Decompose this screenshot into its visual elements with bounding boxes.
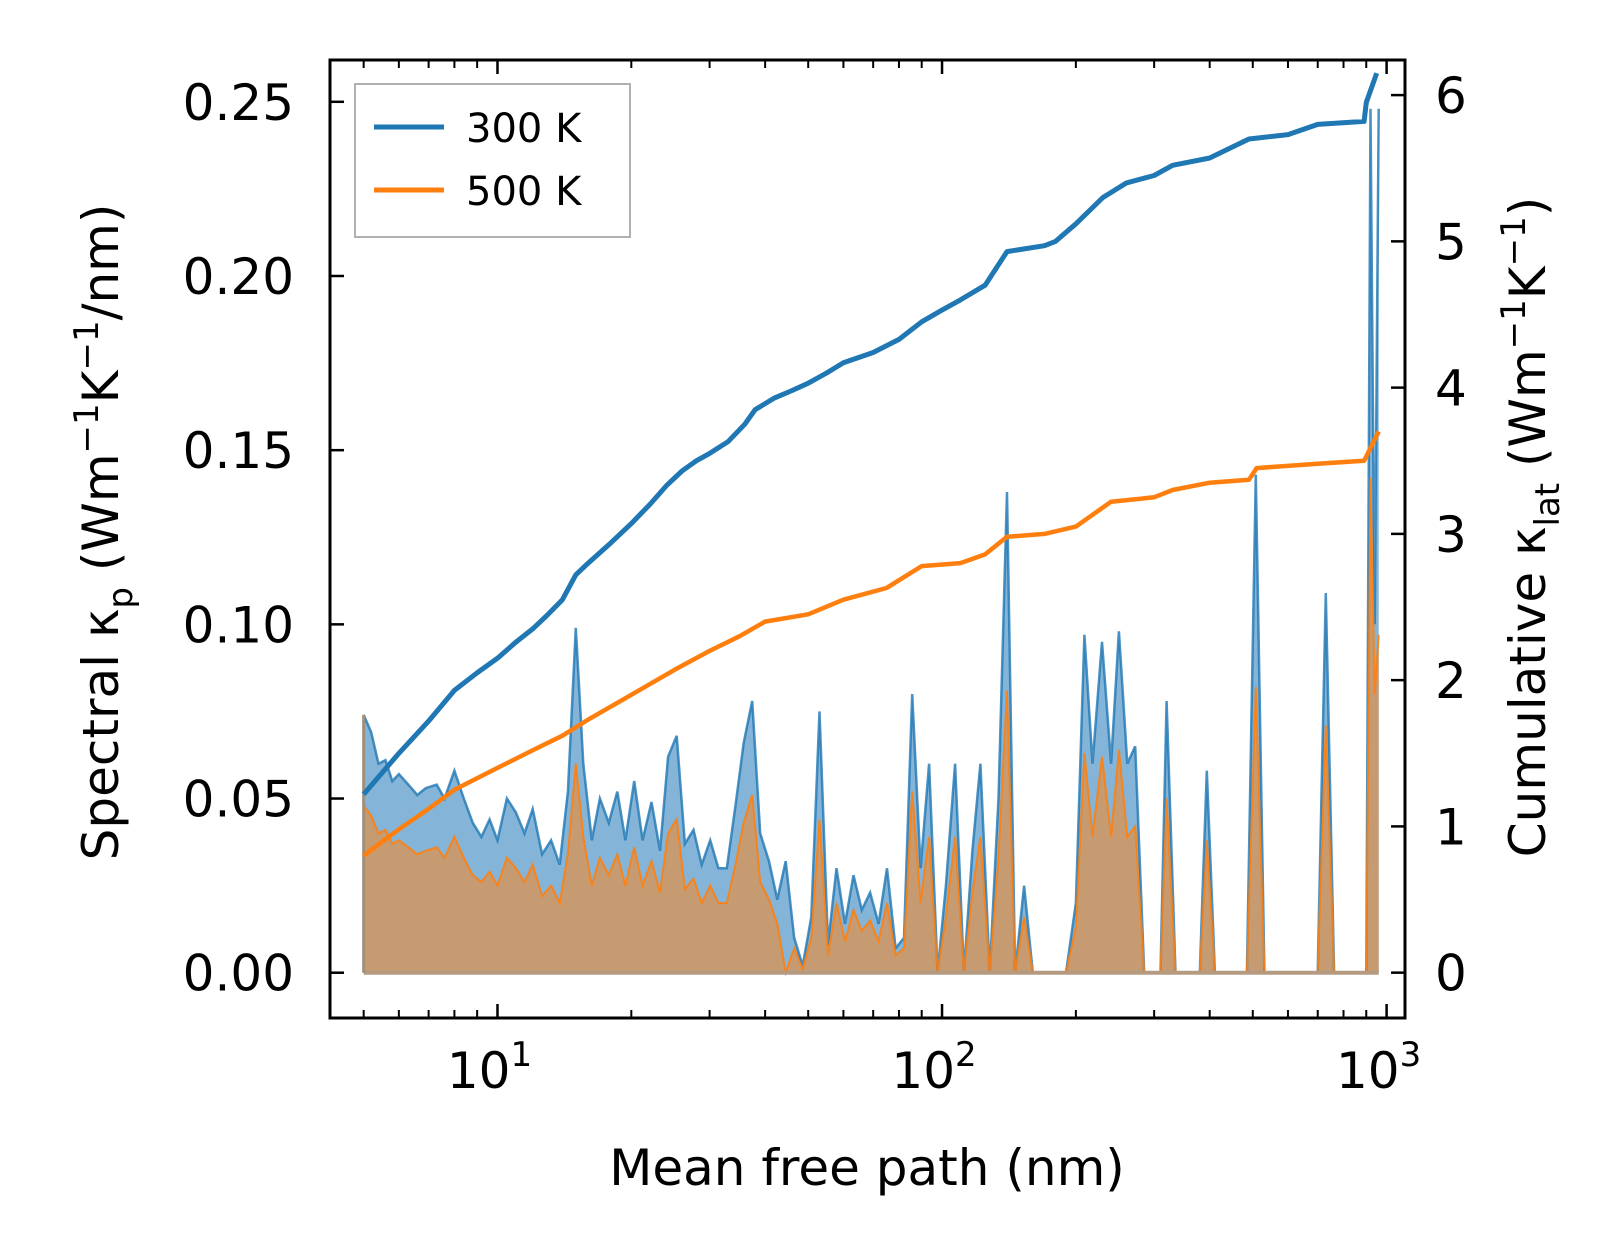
- x-tick-label: 102: [891, 1035, 976, 1100]
- x-tick-label-base: 10: [891, 1042, 955, 1100]
- right-y-tick-label: 5: [1435, 213, 1467, 271]
- left-y-axis-title: Spectral κp (Wm−1K−1/nm): [67, 204, 141, 861]
- right-y-tick-label: 3: [1435, 506, 1467, 564]
- right-y-title-part-1: Cumulative κ: [1499, 526, 1557, 857]
- legend-label-300k: 300 K: [466, 106, 583, 152]
- right-y-axis-title: Cumulative κlat (Wm−1K−1): [1494, 197, 1568, 857]
- left-y-title-sup-1: −1: [67, 403, 107, 453]
- x-tick-label-exponent: 3: [1400, 1035, 1422, 1075]
- x-axis-title: Mean free path (nm): [609, 1139, 1125, 1197]
- spectral-line-500k: [362, 477, 1380, 977]
- left-y-title-sup-2: −1: [67, 320, 107, 370]
- left-y-tick-label: 0.10: [183, 596, 294, 654]
- right-y-tick-label: 2: [1435, 652, 1467, 710]
- left-y-tick-label: 0.15: [183, 422, 294, 480]
- left-y-title-part-4: /nm): [72, 204, 130, 321]
- left-y-title-part-2: (Wm: [72, 453, 130, 587]
- right-y-tick-label: 6: [1435, 67, 1467, 125]
- spectral-fill-300k: [363, 108, 1379, 973]
- x-tick-label: 101: [447, 1035, 532, 1100]
- left-y-title-part-1: Spectral κ: [72, 609, 130, 861]
- right-y-title-sup-2: −1: [1494, 216, 1534, 266]
- plot-frame: [328, 58, 1407, 1020]
- x-tick-label-exponent: 2: [955, 1035, 977, 1075]
- right-y-title-part-2: (Wm: [1499, 349, 1557, 483]
- legend-label-500k: 500 K: [466, 169, 583, 215]
- left-y-title-sub-p: p: [101, 587, 141, 609]
- x-tick-label-base: 10: [1336, 1042, 1400, 1100]
- right-y-tick-label: 1: [1435, 798, 1467, 856]
- cumulative-line-300k: [361, 72, 1380, 796]
- left-y-tick-label: 0.20: [183, 248, 294, 306]
- plot-area: [361, 72, 1381, 977]
- left-y-tick-label: 0.25: [183, 74, 294, 132]
- right-y-title-part-4: ): [1499, 197, 1557, 217]
- right-y-title-part-3: K: [1499, 265, 1557, 299]
- x-tick-label: 103: [1336, 1035, 1421, 1100]
- right-y-tick-label: 4: [1435, 360, 1467, 418]
- right-y-tick-label: 0: [1435, 945, 1467, 1003]
- spectral-line-300k: [362, 108, 1380, 974]
- x-tick-label-base: 10: [447, 1042, 511, 1100]
- legend-frame: [354, 83, 631, 238]
- spectral-fill-500k: [363, 478, 1379, 973]
- right-y-title-sup-1: −1: [1494, 299, 1534, 349]
- legend: 300 K 500 K: [354, 83, 631, 238]
- left-y-title-part-3: K: [72, 369, 130, 403]
- left-y-tick-label: 0.05: [183, 771, 294, 829]
- x-tick-label-exponent: 1: [510, 1035, 532, 1075]
- left-y-tick-label: 0.00: [183, 945, 294, 1003]
- cumulative-line-500k: [362, 430, 1381, 858]
- right-y-title-sub-lat: lat: [1528, 483, 1568, 527]
